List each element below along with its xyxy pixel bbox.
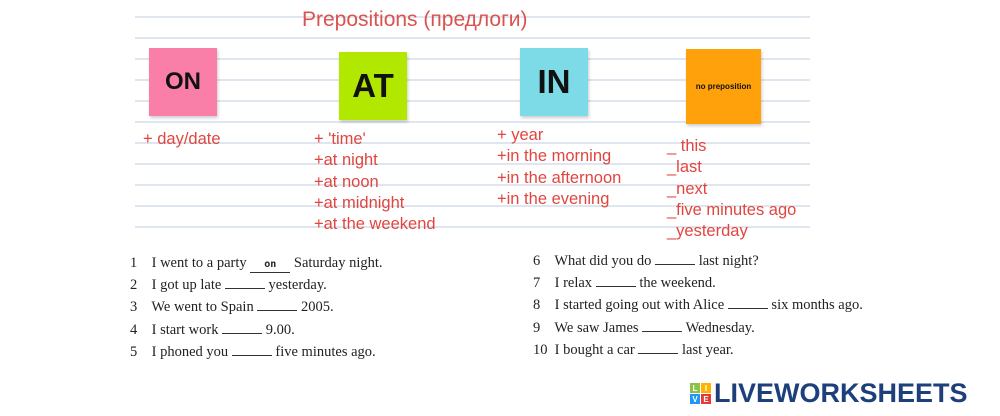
exercise-text-after: 2005. (300, 299, 334, 316)
answer-blank[interactable] (231, 343, 272, 356)
rule-item: +at night (314, 151, 378, 170)
exercises-left: 1 I went to a party on Saturday night. 2 … (130, 252, 383, 363)
exercises-right: 6 What did you do last night? 7 I relax t… (533, 250, 863, 361)
exercise-item: 3 We went to Spain 2005. (130, 296, 383, 318)
answer-blank[interactable] (224, 276, 265, 290)
rule-item: +in the afternoon (497, 168, 622, 187)
page-title: Prepositions (предлоги) (302, 8, 528, 31)
exercise-text-after: last year. (682, 341, 734, 358)
exercise-text-after: the weekend. (639, 275, 716, 292)
exercise-number: 3 (130, 299, 138, 316)
exercise-number: 7 (533, 275, 541, 292)
rule-item: +in the morning (497, 147, 612, 166)
card-in: IN (520, 48, 588, 116)
exercise-text-before: I got up late (151, 277, 222, 294)
exercise-text-before: I bought a car (554, 341, 635, 358)
exercise-item: 7 I relax the weekend. (533, 272, 863, 294)
rule-item: +in the evening (497, 189, 610, 208)
rule-item: _last (667, 158, 702, 177)
card-at: AT (339, 52, 407, 120)
rules-no-preposition: _ this _last _next _five minutes ago _ye… (667, 136, 796, 242)
logo-letter: V (690, 394, 700, 404)
rule-item: + 'time' (314, 130, 366, 148)
card-on: ON (149, 48, 217, 116)
answer-blank[interactable] (655, 252, 696, 265)
rules-at: + 'time' +at night +at noon +at midnight… (314, 129, 436, 235)
exercise-number: 9 (533, 319, 541, 336)
exercise-text-before: We saw James (554, 319, 639, 336)
exercise-item: 8 I started going out with Alice six mon… (533, 294, 863, 316)
rule-item: _ this (667, 137, 707, 155)
rule-item: _five minutes ago (667, 200, 797, 219)
logo-letter: I (701, 383, 711, 393)
exercise-number: 8 (533, 297, 541, 314)
exercise-number: 2 (130, 277, 138, 294)
answer-blank[interactable]: on (250, 260, 291, 273)
exercise-item: 2 I got up late yesterday. (130, 274, 383, 296)
rule-item: _next (667, 179, 708, 198)
answer-blank[interactable] (257, 298, 298, 312)
rule-item: +at noon (314, 172, 379, 191)
exercise-item: 9 We saw James Wednesday. (533, 317, 863, 339)
answer-blank[interactable] (595, 274, 636, 288)
logo-text: LIVEWORKSHEETS (714, 378, 968, 408)
exercise-number: 5 (130, 343, 138, 360)
exercise-text-before: We went to Spain (151, 299, 254, 316)
exercise-item: 4 I start work 9.00. (130, 319, 383, 341)
logo-letter: E (701, 394, 711, 404)
answer-blank[interactable] (222, 321, 263, 334)
rule-item: +at the weekend (314, 215, 436, 234)
liveworksheets-logo: L I V E LIVEWORKSHEETS (690, 378, 968, 409)
answer-blank[interactable] (638, 341, 679, 354)
exercise-text-before: I started going out with Alice (554, 297, 725, 314)
rules-on: + day/date (143, 129, 221, 150)
exercise-text-after: five minutes ago. (275, 343, 376, 360)
exercise-item: 10 I bought a car last year. (533, 339, 863, 361)
exercise-text-after: last night? (698, 253, 759, 269)
exercise-text-after: 9.00. (265, 321, 295, 338)
answer-blank[interactable] (642, 319, 683, 332)
logo-letter: L (690, 383, 700, 393)
exercise-text-before: I phoned you (151, 343, 229, 360)
rules-in: + year +in the morning +in the afternoon… (497, 125, 621, 210)
exercise-item: 5 I phoned you five minutes ago. (130, 341, 383, 363)
exercise-number: 4 (130, 321, 138, 338)
exercise-text-after: Saturday night. (293, 255, 383, 271)
exercise-text-before: I went to a party (151, 255, 247, 271)
rule-item: _yesterday (667, 222, 748, 241)
exercise-item: 1 I went to a party on Saturday night. (130, 252, 383, 274)
exercise-item: 6 What did you do last night? (533, 250, 863, 272)
answer-blank[interactable] (727, 296, 768, 310)
exercise-text-after: yesterday. (268, 277, 327, 294)
rule-item: +at midnight (314, 193, 405, 212)
exercise-text-after: Wednesday. (685, 319, 755, 336)
exercise-text-before: What did you do (554, 253, 652, 269)
exercise-text-after: six months ago. (771, 297, 863, 314)
exercise-number: 10 (533, 341, 548, 358)
exercise-number: 6 (533, 253, 541, 269)
rule-item: + year (497, 126, 544, 144)
exercise-text-before: I start work (151, 321, 219, 338)
rule-item: + day/date (143, 130, 221, 148)
exercise-number: 1 (130, 255, 138, 271)
card-no-preposition: no preposition (686, 49, 761, 124)
exercise-text-before: I relax (554, 275, 593, 292)
